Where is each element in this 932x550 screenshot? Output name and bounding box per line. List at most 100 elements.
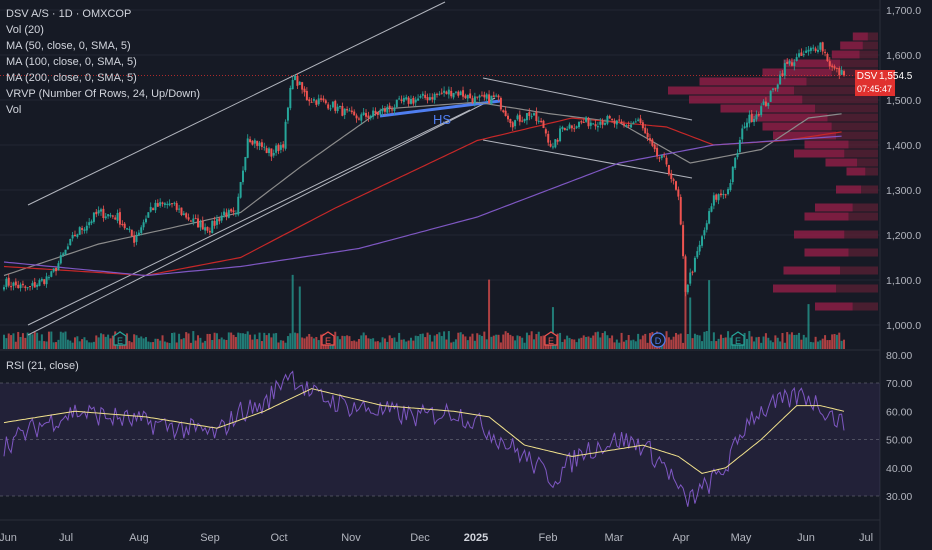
price-tick-label: 1,200.0 xyxy=(886,230,921,242)
candle-body xyxy=(521,120,524,122)
volume-bar xyxy=(73,337,76,349)
candle-body xyxy=(540,120,543,123)
candle-body xyxy=(476,96,479,98)
volume-bar xyxy=(275,333,278,349)
candle-body xyxy=(350,110,353,113)
legend-ma100[interactable]: MA (100, close, 0, SMA, 5) xyxy=(6,56,137,68)
volume-bar xyxy=(142,338,145,349)
volume-bar xyxy=(693,333,696,349)
event-marker-label: E xyxy=(325,336,331,346)
legend-ma50[interactable]: MA (50, close, 0, SMA, 5) xyxy=(6,40,131,52)
hs-pattern-label: HS xyxy=(433,112,452,127)
candle-body xyxy=(426,97,429,101)
candle-body xyxy=(402,98,405,102)
volume-bar xyxy=(230,332,233,349)
volume-bar xyxy=(357,338,360,349)
volume-bar xyxy=(308,333,311,349)
volume-profile-row-down xyxy=(794,86,878,95)
candle-body xyxy=(244,157,247,171)
earnings-marker[interactable]: E xyxy=(113,331,127,346)
candle-body xyxy=(310,101,313,103)
volume-bar xyxy=(580,337,583,349)
volume-bar xyxy=(727,331,730,349)
symbol-title[interactable]: DSV A/S · 1D · OMXCOP xyxy=(6,8,132,20)
candle-body xyxy=(339,106,341,108)
volume-bar xyxy=(291,274,294,349)
volume-profile-row-up xyxy=(846,167,866,176)
price-tick-label: 1,700.0 xyxy=(886,5,921,17)
legend-vrvp[interactable]: VRVP (Number Of Rows, 24, Up/Down) xyxy=(6,88,200,100)
volume-bar xyxy=(393,337,396,349)
legend-vol[interactable]: Vol xyxy=(6,104,22,116)
candle-body xyxy=(843,71,845,76)
candle-body xyxy=(667,164,670,175)
volume-bar xyxy=(417,336,420,349)
hs-neckline xyxy=(379,99,501,118)
volume-bar xyxy=(76,336,79,349)
volume-bar xyxy=(265,335,268,349)
event-marker-label: D xyxy=(655,336,662,346)
candle-body xyxy=(641,122,644,129)
price-tick-label: 1,100.0 xyxy=(886,275,921,287)
volume-bar xyxy=(111,335,114,349)
volume-bar xyxy=(320,334,323,349)
candle-body xyxy=(634,121,637,123)
volume-bar xyxy=(12,333,15,349)
volume-bar xyxy=(38,340,41,349)
volume-bar xyxy=(381,337,384,349)
volume-bar xyxy=(533,339,536,349)
candle-body xyxy=(525,113,528,121)
volume-bar xyxy=(551,307,554,349)
candle-body xyxy=(341,106,344,116)
volume-bar xyxy=(712,332,715,349)
rsi-band xyxy=(0,382,880,497)
volume-bar xyxy=(573,339,576,349)
candle-body xyxy=(705,223,708,230)
candle-body xyxy=(225,212,228,217)
candle-body xyxy=(92,212,95,222)
candle-body xyxy=(7,277,10,286)
candle-body xyxy=(47,277,50,279)
candle-body xyxy=(381,108,384,112)
volume-bar xyxy=(3,334,5,349)
volume-bar xyxy=(436,334,439,349)
volume-bar xyxy=(525,332,528,349)
candle-body xyxy=(355,115,358,119)
volume-bar xyxy=(421,333,424,349)
volume-bar xyxy=(19,336,22,349)
candle-body xyxy=(604,123,607,125)
candle-body xyxy=(492,95,495,98)
rsi-legend[interactable]: RSI (21, close) xyxy=(6,360,79,372)
dividend-marker[interactable]: D xyxy=(650,332,666,348)
earnings-marker[interactable]: E xyxy=(321,331,335,346)
volume-bar xyxy=(518,336,521,349)
time-tick-label: 2025 xyxy=(464,532,488,544)
candle-body xyxy=(258,142,261,147)
candle-body xyxy=(783,63,786,76)
ma200-line xyxy=(3,135,842,277)
volume-bar xyxy=(180,339,183,349)
volume-bar xyxy=(346,335,349,349)
candle-body xyxy=(114,217,117,220)
volume-bar xyxy=(606,335,609,349)
candle-body xyxy=(55,267,58,272)
earnings-marker[interactable]: E xyxy=(731,331,745,346)
volume-bar xyxy=(464,336,467,349)
volume-bar xyxy=(414,335,417,349)
volume-bar xyxy=(492,335,495,349)
volume-bar xyxy=(109,338,112,349)
volume-bar xyxy=(630,340,633,349)
candle-body xyxy=(175,203,178,210)
candle-body xyxy=(343,108,346,115)
legend-vol20[interactable]: Vol (20) xyxy=(6,24,44,36)
candle-body xyxy=(17,284,20,288)
legend-ma200[interactable]: MA (200, close, 0, SMA, 5) xyxy=(6,72,137,84)
volume-bar xyxy=(78,341,81,349)
earnings-marker[interactable]: E xyxy=(544,331,558,346)
volume-bar xyxy=(395,341,398,349)
volume-bar xyxy=(253,334,256,349)
candle-body xyxy=(272,152,275,156)
volume-bar xyxy=(282,340,285,349)
